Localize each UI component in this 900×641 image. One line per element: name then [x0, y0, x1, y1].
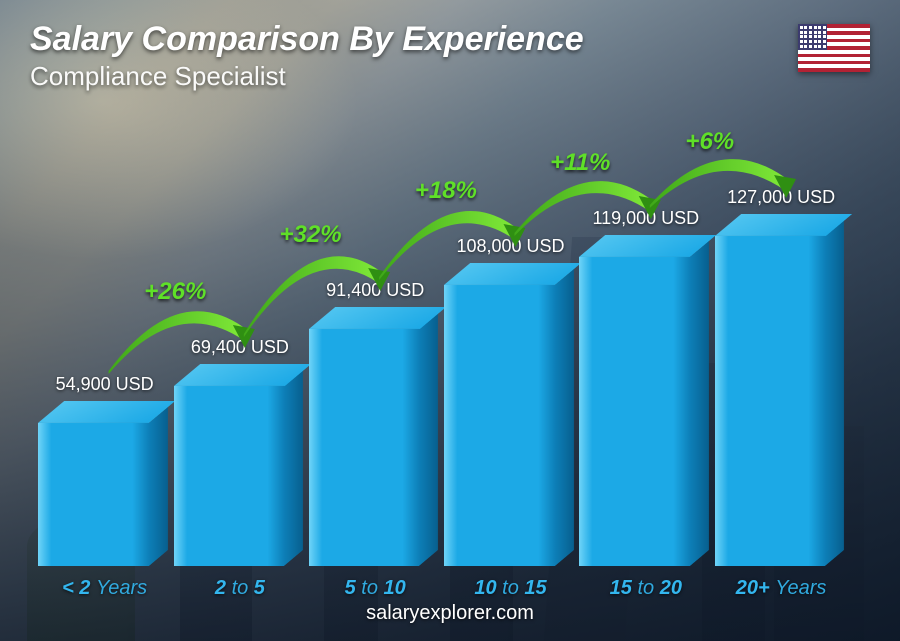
bar-category-label: < 2 Years	[27, 577, 182, 600]
growth-pct: +18%	[415, 177, 477, 205]
bar-value-label: 91,400 USD	[298, 280, 453, 301]
growth-pct: +6%	[685, 128, 734, 156]
bar-category-label: 15 to 20	[568, 577, 723, 600]
flag-us	[798, 24, 870, 72]
growth-pct: +32%	[280, 221, 342, 249]
page-title: Salary Comparison By Experience	[30, 20, 584, 59]
bar-value-label: 119,000 USD	[568, 208, 723, 229]
footer-source: salaryexplorer.com	[0, 602, 900, 625]
page-subtitle: Compliance Specialist	[30, 61, 584, 92]
bar-2: 91,400 USD5 to 10	[309, 329, 420, 566]
bar-value-label: 54,900 USD	[27, 374, 182, 395]
bar-category-label: 5 to 10	[298, 577, 453, 600]
growth-pct: +11%	[550, 149, 610, 177]
bar-4: 119,000 USD15 to 20	[579, 257, 690, 566]
bar-5: 127,000 USD20+ Years	[715, 236, 826, 566]
growth-pct: +26%	[144, 278, 206, 306]
bar-value-label: 69,400 USD	[162, 337, 317, 358]
bar-category-label: 2 to 5	[162, 577, 317, 600]
bar-category-label: 20+ Years	[704, 577, 859, 600]
bar-0: 54,900 USD< 2 Years	[38, 423, 149, 566]
bar-value-label: 127,000 USD	[704, 187, 859, 208]
header: Salary Comparison By Experience Complian…	[30, 20, 584, 92]
bar-value-label: 108,000 USD	[433, 236, 588, 257]
bar-1: 69,400 USD2 to 5	[174, 386, 285, 566]
bar-category-label: 10 to 15	[433, 577, 588, 600]
salary-chart: 54,900 USD< 2 Years69,400 USD2 to 591,40…	[30, 150, 850, 566]
bar-3: 108,000 USD10 to 15	[444, 285, 555, 566]
